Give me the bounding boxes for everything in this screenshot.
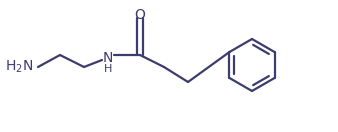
- Text: O: O: [135, 8, 145, 22]
- Text: H: H: [104, 64, 112, 74]
- Text: H$_2$N: H$_2$N: [5, 59, 33, 75]
- Text: N: N: [103, 51, 113, 65]
